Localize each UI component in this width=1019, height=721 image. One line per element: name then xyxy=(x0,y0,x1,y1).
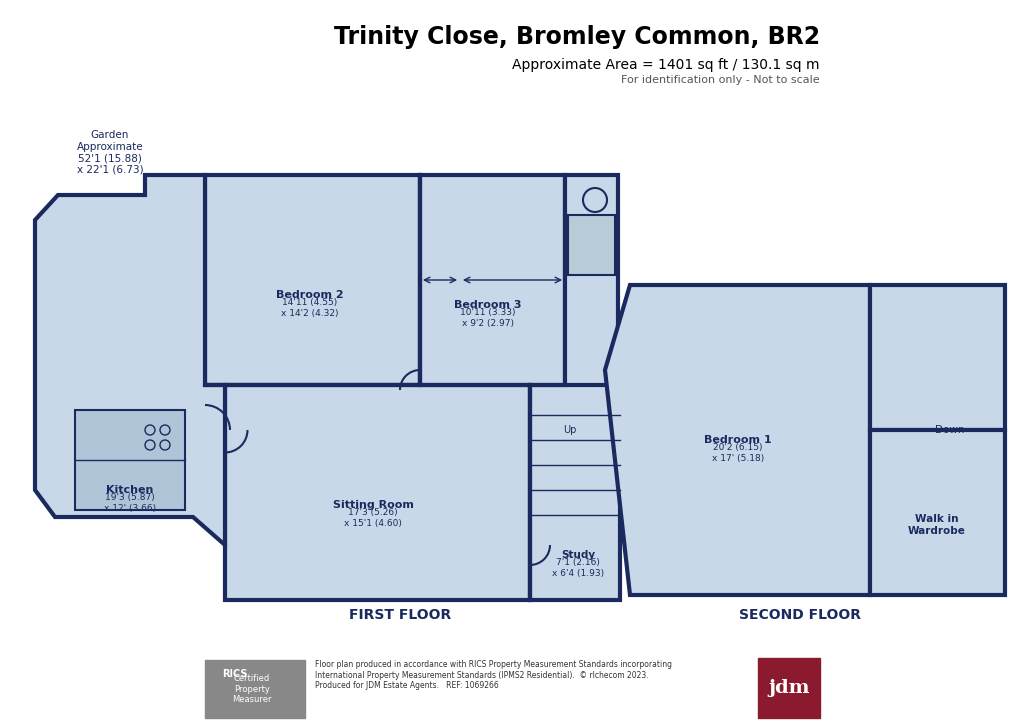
Polygon shape xyxy=(565,175,618,390)
Text: Down: Down xyxy=(934,425,964,435)
Text: SECOND FLOOR: SECOND FLOOR xyxy=(739,608,860,622)
Polygon shape xyxy=(530,385,620,600)
Text: Approximate Area = 1401 sq ft / 130.1 sq m: Approximate Area = 1401 sq ft / 130.1 sq… xyxy=(512,58,819,72)
Text: jdm: jdm xyxy=(767,679,809,697)
Text: FIRST FLOOR: FIRST FLOOR xyxy=(348,608,450,622)
Text: 20'2 (6.15)
x 17' (5.18): 20'2 (6.15) x 17' (5.18) xyxy=(711,443,763,463)
Text: RICS: RICS xyxy=(222,669,248,679)
Text: Study: Study xyxy=(560,550,594,560)
Bar xyxy=(568,215,614,275)
Polygon shape xyxy=(869,285,1004,430)
Polygon shape xyxy=(205,175,420,385)
Text: Sitting Room: Sitting Room xyxy=(332,500,413,510)
Text: Bedroom 3: Bedroom 3 xyxy=(453,300,522,310)
Text: Trinity Close, Bromley Common, BR2: Trinity Close, Bromley Common, BR2 xyxy=(333,25,819,49)
Polygon shape xyxy=(604,285,869,595)
Polygon shape xyxy=(35,175,225,545)
Bar xyxy=(75,410,184,510)
Text: Bedroom 2: Bedroom 2 xyxy=(276,290,343,300)
Polygon shape xyxy=(420,175,565,390)
Text: Certified
Property
Measurer: Certified Property Measurer xyxy=(232,674,271,704)
Text: Floor plan produced in accordance with RICS Property Measurement Standards incor: Floor plan produced in accordance with R… xyxy=(315,660,672,690)
Text: 19'3 (5.87)
x 12' (3.66): 19'3 (5.87) x 12' (3.66) xyxy=(104,493,156,513)
Text: Bedroom 1: Bedroom 1 xyxy=(703,435,771,445)
Bar xyxy=(757,658,819,718)
Text: 14'11 (4.55)
x 14'2 (4.32): 14'11 (4.55) x 14'2 (4.32) xyxy=(281,298,338,318)
Text: For identification only - Not to scale: For identification only - Not to scale xyxy=(621,75,819,85)
Bar xyxy=(205,660,305,718)
Text: Kitchen: Kitchen xyxy=(106,485,154,495)
Text: 17'3 (5.26)
x 15'1 (4.60): 17'3 (5.26) x 15'1 (4.60) xyxy=(343,508,401,528)
Text: Up: Up xyxy=(562,425,576,435)
Text: 10'11 (3.33)
x 9'2 (2.97): 10'11 (3.33) x 9'2 (2.97) xyxy=(460,309,516,328)
Polygon shape xyxy=(869,430,1004,595)
Text: Garden
Approximate
52'1 (15.88)
x 22'1 (6.73): Garden Approximate 52'1 (15.88) x 22'1 (… xyxy=(76,131,144,175)
Text: Walk in
Wardrobe: Walk in Wardrobe xyxy=(907,514,965,536)
Polygon shape xyxy=(225,385,530,600)
Text: 7'1 (2.16)
x 6'4 (1.93): 7'1 (2.16) x 6'4 (1.93) xyxy=(551,558,603,578)
